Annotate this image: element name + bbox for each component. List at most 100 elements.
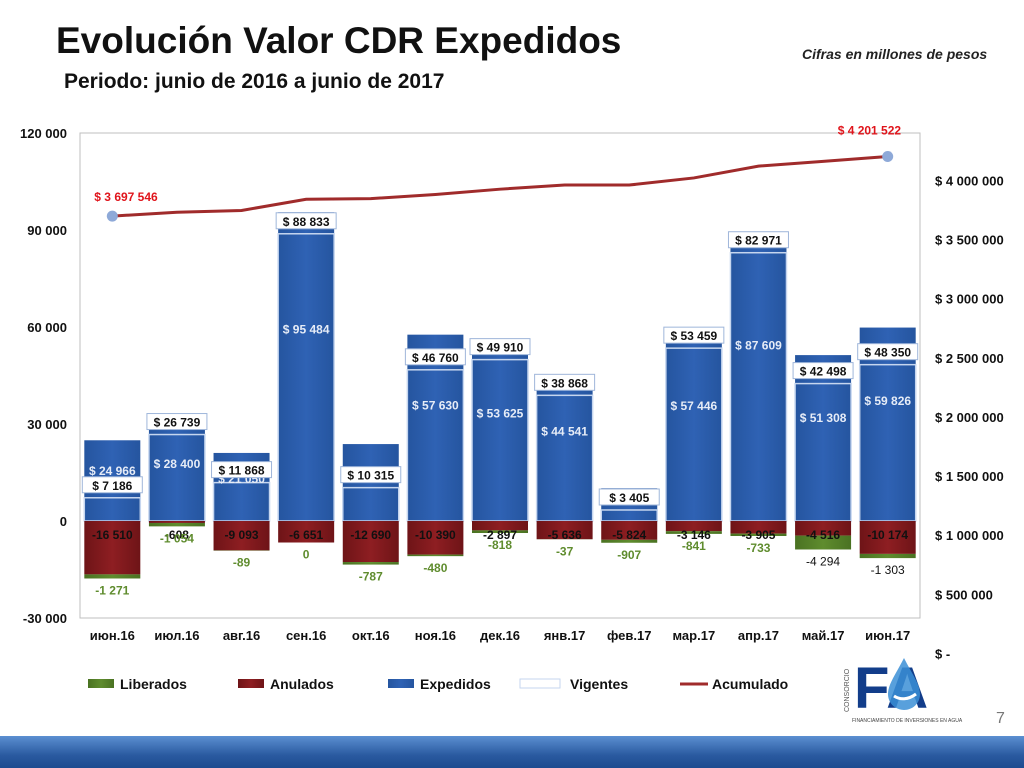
right-axis-tick-label: $ 1 000 000 [935,528,1004,543]
legend-label-anulados: Anulados [270,676,334,692]
left-axis-tick-label: -30 000 [23,611,67,626]
left-axis-tick-label: 0 [60,514,67,529]
anulados-value-label: -12 690 [350,528,391,542]
anulados-value-label: -9 093 [225,528,259,542]
acumulado-start-label: $ 3 697 546 [94,190,158,204]
liberados-bar [859,553,916,559]
expedidos-bar [795,355,852,521]
expedidos-bar [665,335,722,521]
anulados-bar [859,521,916,554]
vigentes-label-box [727,231,789,249]
vigentes-label-box [598,488,660,506]
acumulado-start-marker [106,210,118,222]
right-axis-tick-label: $ 4 000 000 [935,173,1004,188]
vigentes-label-box [663,326,725,344]
liberados-bar [472,530,528,534]
x-axis-tick-label: мар.17 [672,628,715,643]
liberados-value-label: 0 [303,548,310,562]
right-axis-tick-label: $ - [935,646,950,661]
vigentes-value-label: $ 7 186 [92,479,132,493]
liberados-bar [601,539,658,543]
anulados-value-label: -16 510 [92,528,133,542]
vigentes-label-box [81,476,143,494]
expedidos-value-label: $ 57 446 [670,399,717,413]
x-axis-tick-label: авг.16 [223,628,260,643]
liberados-value-label: -841 [682,539,706,553]
expedidos-value-label: $ 24 966 [89,464,136,478]
logo-vertical-text: CONSORCIO [844,668,851,712]
legend-swatch-anulados [238,679,264,688]
expedidos-bar [472,347,528,521]
liberados-bar [795,535,852,550]
expedidos-value-label: $ 95 484 [283,323,330,337]
legend-label-vigentes: Vigentes [570,676,628,692]
vigentes-label-box [404,348,466,366]
x-axis-tick-label: сен.16 [286,628,326,643]
acumulado-line [112,154,888,218]
legend-swatch-vigentes [519,678,561,689]
left-axis-tick-label: 60 000 [27,320,67,335]
anulados-value-label: -10 174 [867,528,908,542]
anulados-bar [148,521,205,523]
vigentes-value-label: $ 10 315 [347,469,394,483]
anulados-value-label: -3 146 [677,528,711,542]
expedidos-value-label: $ 87 609 [735,338,782,352]
liberados-bar [148,522,205,527]
anulados-value-label: -5 824 [612,528,646,542]
legend-swatch-liberados [88,679,114,688]
anulados-value-label: -3 905 [741,528,775,542]
right-axis-tick-label: $ 500 000 [935,587,993,602]
vigentes-label-box [792,362,854,380]
vigentes-value-label: $ 3 405 [609,491,649,505]
liberados-bar [407,554,464,557]
anulados-bar [730,521,787,534]
liberados-value-label: -480 [423,561,447,575]
legend-swatch-expedidos [388,679,414,688]
anulados-value-label: -10 390 [415,528,456,542]
anulados-bar [665,521,722,532]
x-axis-tick-label: дек.16 [480,628,520,643]
expedidos-value-label: $ 51 308 [800,411,847,425]
vigentes-value-label: $ 82 971 [735,234,782,248]
right-axis-tick-label: $ 3 500 000 [935,232,1004,247]
x-axis-tick-label: июл.16 [154,628,199,643]
liberados-value-label: -1 271 [95,583,129,597]
plot-frame [79,132,921,619]
vigentes-value-label: $ 11 868 [219,464,265,478]
vigentes-value-label: $ 26 739 [154,416,201,430]
legend-label-acumulado: Acumulado [712,676,788,692]
footer-bar [0,736,1024,768]
logo-tagline: FINANCIAMIENTO DE INVERSIONES EN AGUA [852,718,963,724]
x-axis-tick-label: окт.16 [352,628,390,643]
anulados-value-label: -6 651 [289,528,323,542]
left-axis-tick-label: 120 000 [20,126,67,141]
anulados-bar [342,521,399,563]
liberados-value-label: -733 [746,541,770,555]
liberados-value-label: -1 303 [871,563,905,577]
expedidos-value-label: $ 57 630 [412,398,459,412]
expedidos-bar [536,376,593,521]
liberados-value-label: -818 [488,538,512,552]
vigentes-value-label: $ 49 910 [477,341,524,355]
x-axis-tick-label: апр.17 [738,628,779,643]
anulados-bar [407,521,464,555]
vigentes-label-box [857,343,919,361]
liberados-value-label: -907 [617,548,641,562]
expedidos-value-label: $ 59 826 [864,394,911,408]
anulados-bar [795,521,852,536]
vigentes-value-label: $ 88 833 [283,215,330,229]
page-subtitle: Periodo: junio de 2016 a junio de 2017 [64,70,445,93]
expedidos-bar [278,212,335,521]
units-note: Cifras en millones de pesos [802,46,988,62]
anulados-bar [472,521,528,531]
right-axis-tick-label: $ 2 500 000 [935,351,1004,366]
x-axis-tick-label: янв.17 [544,628,586,643]
right-axis-tick-label: $ 3 000 000 [935,292,1004,307]
anulados-bar [84,521,141,575]
x-axis-tick-label: июн.16 [90,628,135,643]
vigentes-value-label: $ 53 459 [670,329,717,343]
x-axis-tick-label: июн.17 [865,628,910,643]
left-axis-tick-label: 30 000 [27,417,67,432]
anulados-value-label: -5 636 [548,528,582,542]
x-axis-tick-label: ноя.16 [415,628,456,643]
